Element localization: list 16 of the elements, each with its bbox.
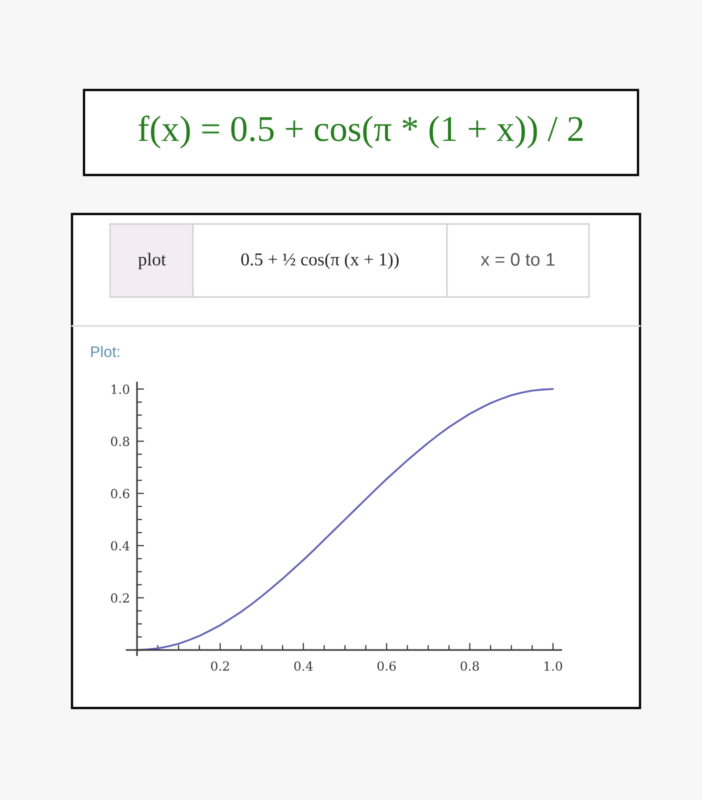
line-series (136, 388, 554, 651)
x-tick-label: 0.2 (211, 661, 229, 671)
x-tick-label: 0.6 (377, 661, 396, 671)
text: x = 0 to 1 (480, 253, 555, 266)
text: Plot: (91, 346, 120, 358)
x-tick-label: 0.4 (294, 661, 313, 671)
chart-title: f(x) = 0.5 + cos(π * (1 + x)) / 2 (138, 115, 583, 149)
y-tick-label: 1.0 (112, 384, 130, 394)
text: plot (138, 252, 166, 270)
y-tick-label: 0.8 (111, 436, 130, 446)
y-tick-label: 0.4 (111, 541, 130, 551)
y-tick-label: 0.6 (111, 488, 130, 498)
y-tick-label: 0.2 (111, 593, 129, 603)
text: 0.5 + ½ cos(π (x + 1)) (241, 252, 399, 270)
x-tick-label: 1.0 (544, 661, 562, 671)
x-tick-label: 0.8 (460, 661, 479, 671)
